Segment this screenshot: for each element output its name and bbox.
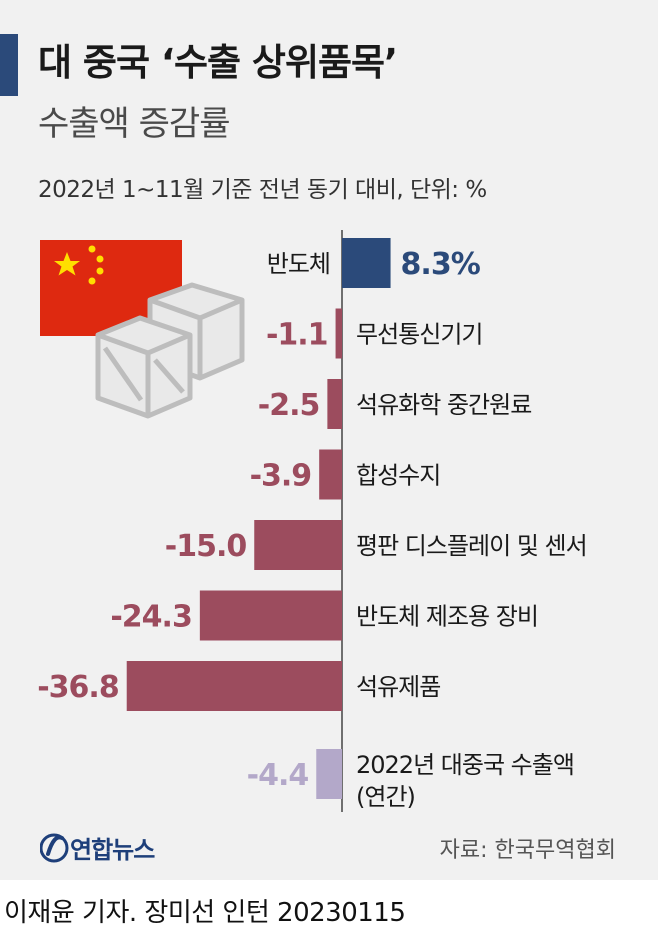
flag-small-star [96,255,104,263]
crate-edge [147,332,191,356]
logo-ring-icon [40,833,69,863]
footer: 이재윤 기자. 장미선 인턴 20230115 [0,880,658,940]
category-label: 무선통신기기 [356,321,482,349]
flag-small-star [96,267,104,275]
bar [335,308,342,359]
bar [199,590,342,641]
annual-value-label: -4.4 [247,758,309,793]
crate-slat [102,346,144,402]
bar [319,449,342,500]
crate-front [95,315,193,419]
category-label: 합성수지 [356,462,440,490]
crate-edge [199,297,243,321]
crate-icon [95,282,245,419]
value-label: -3.9 [250,459,312,494]
category-label: 석유화학 중간원료 [356,391,531,419]
value-label: 8.3% [401,247,481,282]
bar [254,520,342,570]
bars-group: 반도체 8.3% 무선통신기기 -1.1 석유화학 중간원료 -2.5 합성수지 -3.9 평판… [37,238,588,811]
annual-bar [316,749,342,799]
bar [342,238,391,288]
logo-text: 연합뉴스 [70,836,155,864]
bar-chart: 반도체 8.3% 무선통신기기 -1.1 석유화학 중간원료 -2.5 합성수지 -3.9 평판… [37,230,588,812]
category-label: 석유제품 [356,673,440,701]
bar [126,661,342,711]
bar [327,379,342,429]
value-label: -36.8 [37,670,119,705]
value-label: -15.0 [165,529,247,564]
logo-swoosh-icon [46,835,64,856]
value-label: -24.3 [110,600,191,635]
flag-small-star [88,245,96,253]
title-accent-bar [0,34,18,96]
annual-label-line: 2022년 대중국 수출액 [356,751,574,779]
annual-label-line: (연간) [356,783,415,811]
category-label: 반도체 제조용 장비 [356,603,538,631]
credit-text: 이재윤 기자. 장미선 인턴 20230115 [4,898,406,928]
crate-edge [149,297,201,321]
chart-subtitle: 수출액 증감률 [38,104,230,144]
value-label: -2.5 [258,388,320,423]
flag-small-star [88,277,96,285]
yonhap-logo [40,833,69,863]
crate-slat [153,358,185,394]
value-label: -1.1 [266,318,328,353]
source-text: 자료: 한국무역협회 [439,838,616,863]
category-label: 반도체 [267,250,330,278]
chart-note: 2022년 1~11월 기준 전년 동기 대비, 단위: % [38,177,487,203]
flag-big-star [54,252,80,276]
chart-title: 대 중국 ‘수출 상위품목’ [38,41,398,84]
category-label: 평판 디스플레이 및 센서 [356,532,587,560]
crate-edge [97,332,149,356]
